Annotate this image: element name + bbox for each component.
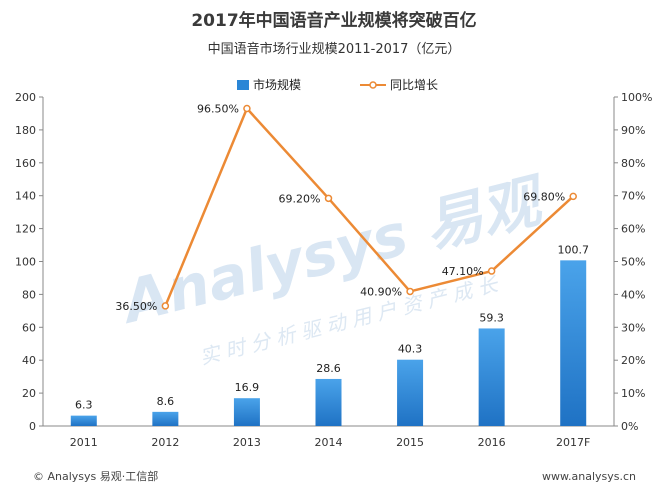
x-tick-label: 2013	[233, 436, 261, 449]
chart-subtitle: 中国语音市场行业规模2011-2017（亿元）	[208, 41, 461, 57]
y-right-ticks: 0% 10% 20% 30% 40% 50% 60% 70% 80% 90% 100%	[614, 91, 652, 433]
bar-value-label: 28.6	[316, 362, 341, 375]
bar-value-label: 100.7	[557, 243, 589, 256]
y-right-tick-label: 40%	[621, 288, 645, 301]
bar-value-label: 59.3	[479, 311, 504, 324]
growth-point	[324, 194, 333, 203]
bar-labels: 6.3 8.6 16.9 28.6 40.3 59.3 100.7	[75, 243, 589, 411]
bar	[152, 411, 179, 426]
growth-value-label: 36.50%	[115, 300, 157, 313]
y-left-tick-label: 100	[15, 256, 36, 269]
growth-point	[569, 192, 577, 201]
legend: 市场规模 同比增长	[237, 77, 438, 92]
y-right-tick-label: 90%	[621, 124, 645, 137]
growth-line	[164, 107, 575, 307]
bar-value-label: 6.3	[75, 399, 93, 412]
x-tick-label: 2012	[151, 436, 179, 449]
x-tick-label: 2016	[478, 436, 506, 449]
growth-point	[243, 104, 251, 113]
bar-value-label: 40.3	[398, 343, 423, 356]
y-left-tick-label: 200	[15, 91, 36, 104]
growth-value-label: 47.10%	[442, 265, 484, 278]
y-left-tick-label: 40	[22, 354, 36, 367]
growth-value-label: 40.90%	[360, 285, 402, 298]
y-right-tick-label: 0%	[621, 420, 638, 433]
legend-line-label: 同比增长	[390, 78, 438, 92]
bar-value-label: 16.9	[235, 381, 260, 394]
y-left-ticks: 0 20 40 60 80 100 120 140 160 180 200	[15, 91, 43, 433]
bar	[397, 359, 424, 426]
bar-value-label: 8.6	[157, 395, 175, 408]
y-left-tick-label: 180	[15, 124, 36, 137]
y-left-tick-label: 140	[15, 190, 36, 203]
y-left-tick-label: 0	[29, 420, 36, 433]
bar	[70, 415, 97, 426]
y-left-tick-label: 160	[15, 157, 36, 170]
y-right-tick-label: 60%	[621, 223, 645, 236]
footer-copyright: © Analysys 易观·工信部	[33, 469, 158, 483]
y-right-tick-label: 80%	[621, 157, 645, 170]
y-right-tick-label: 10%	[621, 387, 645, 400]
x-tick-label: 2015	[396, 436, 424, 449]
y-left-tick-label: 60	[22, 321, 36, 334]
growth-value-label: 96.50%	[197, 103, 239, 116]
y-left-tick-label: 20	[22, 387, 36, 400]
bar	[233, 398, 260, 426]
y-right-tick-label: 70%	[621, 190, 645, 203]
growth-point	[161, 302, 170, 310]
x-tick-label: 2014	[315, 436, 343, 449]
bar	[560, 260, 587, 426]
y-left-tick-label: 80	[22, 288, 36, 301]
line-series	[164, 107, 575, 307]
y-left-tick-label: 120	[15, 223, 36, 236]
x-tick-label: 2011	[70, 436, 98, 449]
line-points	[161, 104, 577, 310]
growth-value-label: 69.20%	[279, 192, 321, 205]
footer-url: www.analysys.cn	[542, 470, 636, 483]
growth-point	[406, 287, 414, 296]
chart-title: 2017年中国语音产业规模将突破百亿	[191, 10, 476, 31]
bar	[478, 328, 505, 426]
y-right-tick-label: 30%	[621, 321, 645, 334]
bar	[315, 378, 342, 426]
legend-bar-label: 市场规模	[253, 77, 301, 92]
x-ticks: 2011 2012 2013 2014 2015 2016 2017F	[70, 436, 591, 449]
y-right-tick-label: 20%	[621, 354, 645, 367]
growth-value-label: 69.80%	[523, 190, 565, 203]
y-right-tick-label: 50%	[621, 256, 645, 269]
line-labels: 36.50% 96.50% 69.20% 40.90% 47.10% 69.80%	[115, 103, 565, 313]
bar-series	[70, 260, 587, 426]
y-right-tick-label: 100%	[621, 91, 652, 104]
x-tick-label: 2017F	[556, 436, 590, 449]
legend-bar-swatch	[237, 80, 249, 90]
legend-line-marker	[369, 81, 377, 89]
growth-point	[487, 267, 496, 275]
